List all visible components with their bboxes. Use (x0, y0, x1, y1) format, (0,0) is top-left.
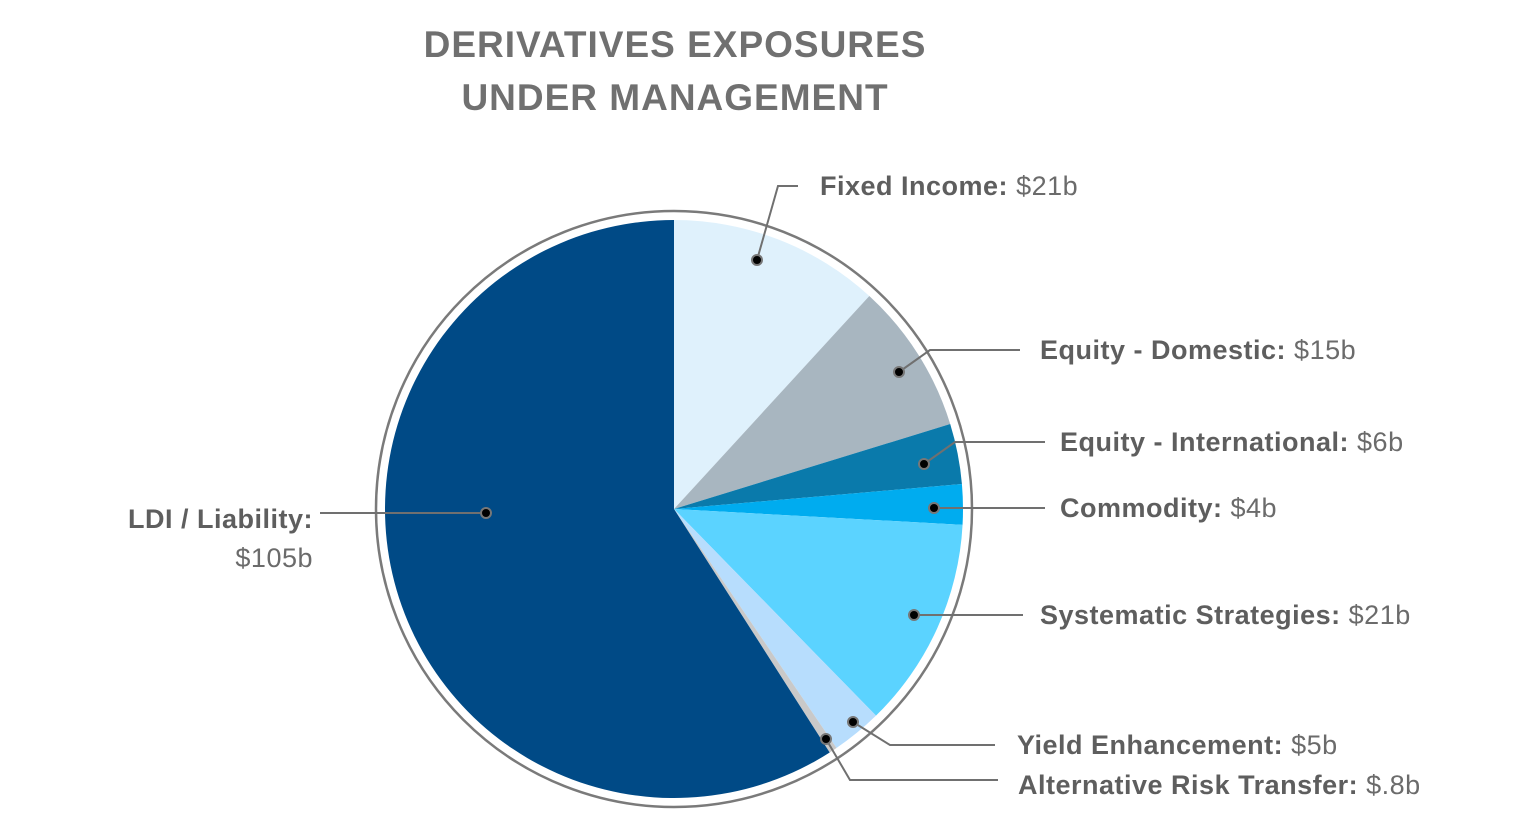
leader-line-equity-international (923, 441, 1045, 465)
dot-ldi (480, 507, 492, 519)
slice-value: $105b (235, 543, 313, 573)
pie-slice-systematic-strategies (674, 509, 963, 716)
dot-fixed-income (751, 254, 763, 266)
dot-systematic (908, 609, 920, 621)
chart-title: DERIVATIVES EXPOSURES UNDER MANAGEMENT (375, 18, 975, 124)
pie-slices (385, 220, 964, 798)
data-label-equity-domestic: Equity - Domestic: $15b (1040, 334, 1356, 366)
data-label-systematic-strategies: Systematic Strategies: $21b (1040, 599, 1411, 631)
slice-value: $4b (1230, 493, 1278, 523)
dot-yield (847, 716, 859, 728)
data-label-fixed-income: Fixed Income: $21b (820, 170, 1078, 202)
dot-equity-domestic (893, 366, 905, 378)
slice-name: Fixed Income: (820, 171, 1009, 201)
slice-name: Yield Enhancement: (1017, 730, 1284, 760)
pie-slice-ldi-liability (385, 220, 830, 798)
slice-name: Systematic Strategies: (1040, 600, 1341, 630)
chart-title-line-1: DERIVATIVES EXPOSURES (423, 24, 927, 65)
data-label-commodity: Commodity: $4b (1060, 492, 1277, 524)
data-label-alternative-risk-transfer: Alternative Risk Transfer: $.8b (1018, 769, 1421, 801)
pie-slice-yield-enhancement (674, 509, 876, 748)
slice-name: Alternative Risk Transfer: (1018, 770, 1359, 800)
data-label-ldi-liability: LDI / Liability: $105b (60, 500, 313, 578)
leader-line-equity-domestic (898, 349, 1020, 373)
leader-lines (320, 185, 1045, 781)
leader-line-art (825, 738, 998, 781)
slice-name: LDI / Liability: (127, 504, 313, 534)
slice-value: $21b (1016, 171, 1079, 201)
data-label-yield-enhancement: Yield Enhancement: $5b (1017, 729, 1338, 761)
slice-name: Commodity: (1060, 493, 1223, 523)
slice-value: $.8b (1366, 770, 1421, 800)
data-label-equity-international: Equity - International: $6b (1060, 426, 1404, 458)
leader-line-yield (852, 721, 995, 746)
pie-slice-equity-international (674, 423, 962, 509)
pie-slice-equity-domestic (674, 295, 951, 509)
pie-slice-commodity (674, 484, 964, 525)
dot-equity-international (918, 458, 930, 470)
pie-slice-alternative-risk-transfer (674, 509, 837, 753)
slice-name: Equity - Domestic: (1040, 335, 1287, 365)
dot-commodity (928, 502, 940, 514)
dot-art (820, 733, 832, 745)
slice-value: $21b (1348, 600, 1411, 630)
slice-value: $5b (1291, 730, 1338, 760)
slice-name: Equity - International: (1060, 427, 1350, 457)
pie-slice-fixed-income (674, 220, 870, 509)
slice-value: $15b (1294, 335, 1357, 365)
slice-value: $6b (1357, 427, 1404, 457)
leader-line-fixed-income (756, 185, 798, 261)
label-dots (480, 254, 940, 745)
chart-title-line-2: UNDER MANAGEMENT (461, 77, 889, 118)
